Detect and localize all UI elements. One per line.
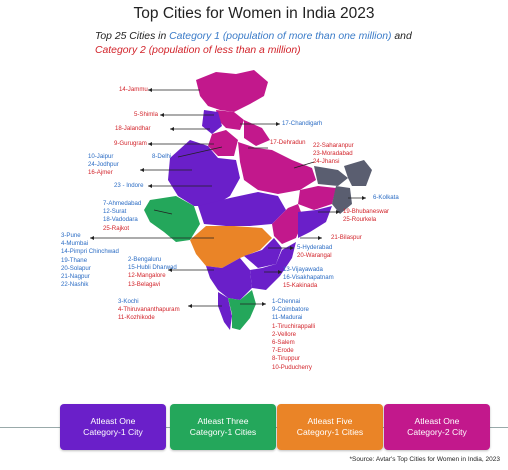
- label-gujarat: 7-Ahmedabad 12-Surat 18-Vadodara 25-Rajkot: [103, 200, 142, 232]
- state-karnataka: [206, 258, 252, 300]
- state-maharashtra: [190, 226, 272, 268]
- state-uttar-pradesh: [238, 142, 316, 194]
- state-northeast: [344, 160, 372, 186]
- state-west-bengal: [332, 186, 352, 214]
- legend-box-cat2-one: Atleast One Category-2 City: [384, 404, 490, 450]
- subtitle-line-1: Top 25 Cities in Category 1 (population …: [95, 31, 412, 42]
- label-rajasthan: 10-Jaipur 24-Jodhpur 16-Ajmer: [88, 153, 119, 177]
- state-chhattisgarh: [272, 204, 304, 244]
- label-indore: 23 - Indore: [114, 182, 144, 189]
- state-bihar: [314, 166, 348, 186]
- state-punjab: [202, 110, 222, 134]
- label-up-cities: 22-Saharanpur 23-Moradabad 24-Jhansi: [313, 142, 354, 166]
- label-odisha: 19-Bhubaneswar 25-Rourkela: [343, 208, 390, 224]
- label-maharashtra: 3-Pune 4-Mumbai 14-Pimpri Chinchwad 19-Than…: [61, 232, 119, 289]
- legend-box-cat1-one: Atleast One Category-1 City: [60, 404, 166, 450]
- state-himachal: [216, 110, 244, 130]
- category-1-text: Category 1 (population of more than one …: [169, 31, 392, 42]
- label-jammu: 14-Jammu: [119, 86, 148, 93]
- label-chandigarh: 17-Chandigarh: [282, 120, 323, 127]
- state-odisha: [298, 206, 332, 238]
- state-gujarat: [144, 196, 200, 242]
- legend-box-cat1-five: Atleast Five Category-1 Cities: [277, 404, 383, 450]
- state-kerala: [218, 292, 232, 330]
- state-rajasthan: [168, 140, 240, 206]
- state-telangana: [244, 238, 282, 268]
- state-uttarakhand: [244, 120, 270, 146]
- legend-box-cat1-three: Atleast Three Category-1 Cities: [170, 404, 276, 450]
- label-andhra: 13-Vijayawada 16-Visakhapatnam 15-Kakinada: [283, 266, 334, 290]
- label-karnataka: 2-Bengaluru 15-Hubli Dharwad 12-Mangalore 1…: [128, 256, 177, 288]
- category-2-text: Category 2 (population of less than a mi…: [95, 45, 301, 56]
- label-bilaspur: 21-Bilaspur: [331, 234, 362, 241]
- arrowheads: [90, 88, 366, 308]
- state-jammu-kashmir: [196, 70, 268, 112]
- label-telangana: 5-Hyderabad 20-Warangal: [297, 244, 333, 260]
- label-delhi: 8-Delhi: [152, 153, 172, 160]
- pointer-lines: [90, 89, 366, 307]
- state-haryana: [208, 130, 238, 156]
- source-note: *Source: Avtar's Top Cities for Women in…: [349, 456, 500, 463]
- page-title: Top Cities for Women in India 2023: [133, 5, 375, 22]
- label-gurugram: 9-Gurugram: [114, 140, 147, 147]
- label-dehradun: 17-Dehradun: [270, 139, 306, 146]
- label-kerala: 3-Kochi 4-Thiruvananthapuram 11-Kozhikode: [118, 298, 180, 322]
- state-tamil-nadu: [228, 290, 256, 330]
- state-madhya-pradesh: [198, 192, 286, 226]
- state-jharkhand: [298, 186, 336, 210]
- state-andhra-pradesh: [250, 242, 296, 290]
- label-tamilnadu: 1-Chennai 9-Coimbatore 11-Madurai 1-Tiruchi…: [272, 298, 316, 371]
- label-jalandhar: 18-Jalandhar: [115, 125, 151, 132]
- label-kolkata: 6-Kolkata: [373, 194, 399, 201]
- label-shimla: 5-Shimla: [134, 111, 159, 118]
